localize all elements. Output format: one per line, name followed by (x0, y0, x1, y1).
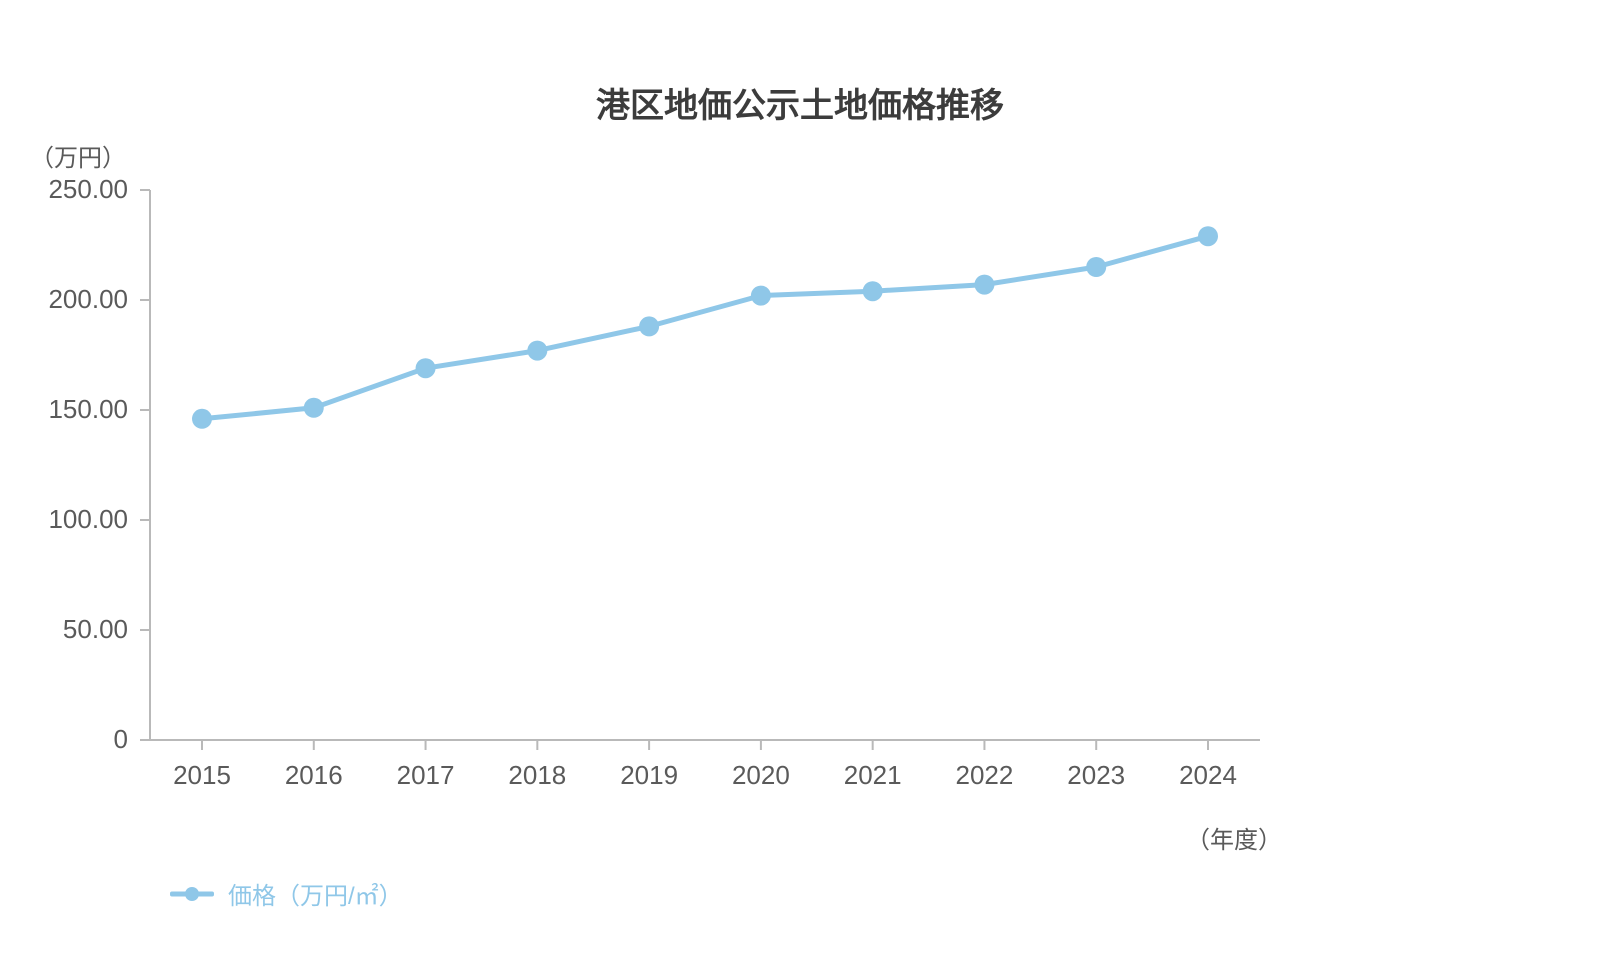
legend-swatch (170, 884, 214, 904)
y-tick-label: 150.00 (0, 394, 128, 425)
x-tick-label: 2024 (1158, 760, 1258, 791)
x-tick-label: 2022 (934, 760, 1034, 791)
x-tick-label: 2018 (487, 760, 587, 791)
legend-marker-icon (185, 887, 199, 901)
x-tick-label: 2015 (152, 760, 252, 791)
line-chart-container: 港区地価公示土地価格推移 （万円） （年度） 価格（万円/㎡） 050.0010… (0, 0, 1600, 969)
y-tick-label: 200.00 (0, 284, 128, 315)
y-tick-label: 100.00 (0, 504, 128, 535)
y-tick-label: 50.00 (0, 614, 128, 645)
x-tick-label: 2016 (264, 760, 364, 791)
x-tick-label: 2020 (711, 760, 811, 791)
x-tick-label: 2017 (376, 760, 476, 791)
x-tick-label: 2023 (1046, 760, 1146, 791)
x-tick-label: 2021 (823, 760, 923, 791)
y-tick-label: 250.00 (0, 174, 128, 205)
chart-legend: 価格（万円/㎡） (170, 876, 403, 911)
legend-series-label: 価格（万円/㎡） (228, 876, 403, 911)
y-tick-label: 0 (0, 724, 128, 755)
chart-plot-svg (0, 0, 1600, 969)
x-tick-label: 2019 (599, 760, 699, 791)
